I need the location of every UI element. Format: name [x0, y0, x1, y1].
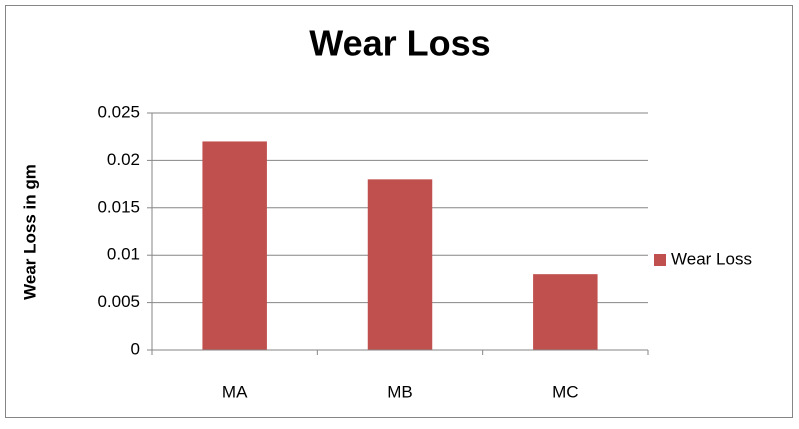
chart-title: Wear Loss [309, 23, 490, 64]
x-tick-label: MB [387, 382, 413, 401]
y-tick-label: 0.02 [107, 150, 140, 169]
y-tick-label: 0.01 [107, 245, 140, 264]
x-tick-label: MA [222, 382, 248, 401]
bar [533, 274, 598, 350]
legend-label: Wear Loss [671, 249, 752, 268]
y-axis-label: Wear Loss in gm [20, 164, 39, 300]
bar [367, 179, 433, 350]
bar [202, 141, 267, 350]
y-tick-label: 0 [131, 339, 140, 358]
legend-swatch [654, 254, 666, 266]
x-tick-label: MC [552, 382, 578, 401]
y-tick-label: 0.005 [97, 292, 140, 311]
y-tick-label: 0.015 [97, 197, 140, 216]
y-tick-label: 0.025 [97, 102, 140, 121]
